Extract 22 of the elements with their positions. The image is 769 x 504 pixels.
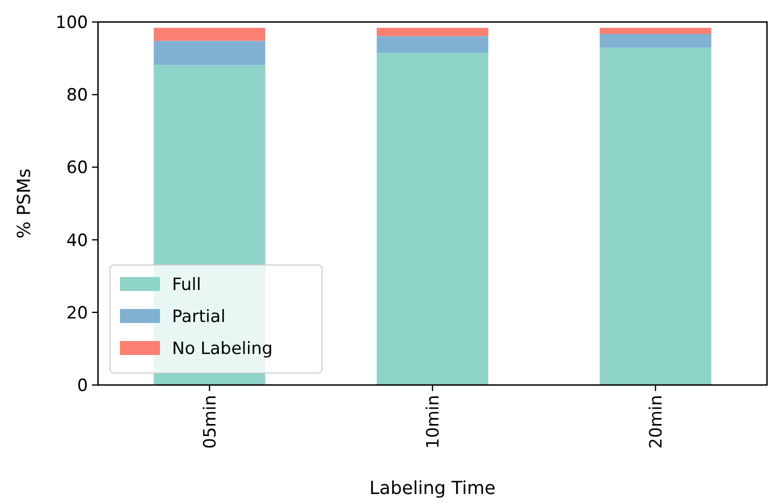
bar (154, 40, 266, 66)
y-tick-label: 80 (66, 86, 88, 106)
bar (154, 28, 266, 41)
y-tick-label: 0 (77, 376, 88, 396)
bar (376, 52, 488, 385)
bar (600, 28, 712, 34)
legend-label: No Labeling (172, 338, 273, 359)
legend-label: Full (172, 274, 202, 295)
bar (600, 34, 712, 48)
bar (376, 28, 488, 36)
y-tick-label: 40 (66, 230, 88, 251)
x-tick-label: 05min (200, 395, 220, 449)
x-axis-title: Labeling Time (369, 478, 496, 499)
x-tick-label: 10min (423, 395, 444, 449)
bar (376, 36, 488, 53)
x-tick-label: 20min (646, 395, 666, 449)
legend-label: Partial (172, 306, 226, 327)
y-axis-title: % PSMs (14, 168, 35, 239)
bar (600, 48, 712, 385)
y-tick-label: 20 (66, 303, 88, 324)
y-tick-label: 60 (66, 158, 88, 178)
y-tick-label: 100 (56, 12, 88, 33)
